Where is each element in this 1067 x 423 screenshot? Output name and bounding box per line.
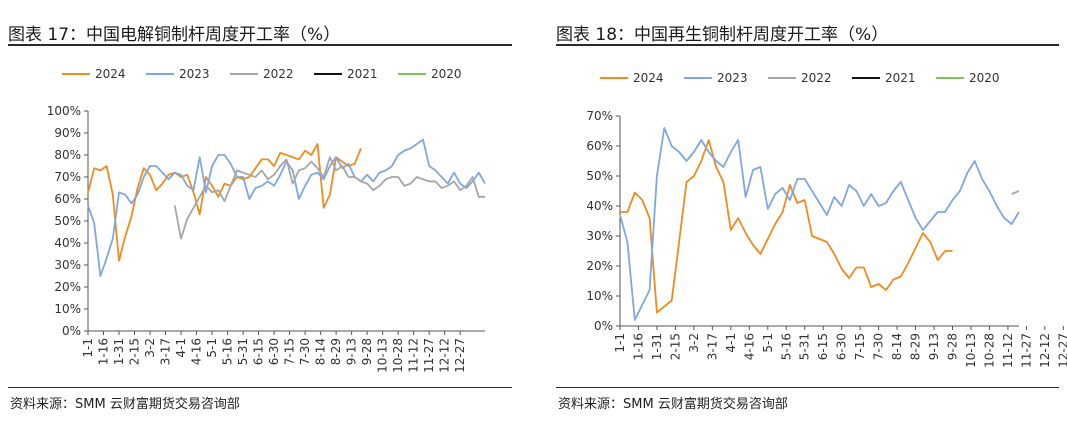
x-tick-label: 6-15 — [252, 338, 266, 365]
series-line-2023 — [619, 127, 1020, 321]
y-tick-label: 20% — [54, 280, 81, 294]
x-tick-label: 8-29 — [909, 333, 923, 360]
x-tick-label: 1-1 — [81, 338, 95, 358]
x-tick-label: 2-15 — [668, 333, 682, 360]
x-tick-label: 8-29 — [329, 338, 343, 365]
y-tick-label: 0% — [594, 319, 613, 333]
x-tick-label: 10-28 — [391, 338, 405, 373]
x-tick-label: 9-28 — [946, 333, 960, 360]
source-rule — [8, 387, 512, 388]
series-line-2022 — [173, 156, 485, 240]
series-line-2024 — [620, 139, 953, 314]
source-note: 资料来源：SMM 云财富期货交易咨询部 — [10, 397, 240, 412]
x-tick-label: 11-27 — [422, 338, 436, 373]
legend-label-2022: 2022 — [801, 71, 832, 85]
legend-label-2020: 2020 — [969, 71, 1000, 85]
legend-label-2024: 2024 — [95, 67, 126, 81]
x-tick-label: 10-13 — [376, 338, 390, 373]
y-tick-label: 30% — [586, 229, 613, 243]
legend-label-2023: 2023 — [717, 71, 748, 85]
y-tick-label: 10% — [586, 289, 613, 303]
x-tick-label: 1-31 — [112, 338, 126, 365]
x-tick-label: 4-1 — [724, 333, 738, 353]
x-tick-label: 4-1 — [174, 338, 188, 358]
x-tick-label: 12-12 — [438, 338, 452, 373]
x-tick-label: 11-12 — [1001, 333, 1015, 368]
source-note: 资料来源：SMM 云财富期货交易咨询部 — [558, 397, 788, 412]
series-line-2024 — [87, 143, 362, 262]
x-tick-label: 1-16 — [631, 333, 645, 360]
series-line-2022 — [1011, 190, 1020, 195]
x-tick-label: 5-16 — [779, 333, 793, 360]
x-tick-label: 4-16 — [742, 333, 756, 360]
y-tick-label: 60% — [54, 192, 81, 206]
line-chart-recycled-rod: 2024 2023 2022 2021 2020 0% 10% 20% 30% 40% 50% 60%… — [586, 71, 1067, 368]
x-tick-label: 12-12 — [1038, 333, 1052, 368]
legend-label-2023: 2023 — [179, 67, 210, 81]
chart-title: 图表 18：中国再生铜制杆周度开工率（%） — [556, 25, 889, 45]
x-tick-label: 12-27 — [453, 338, 467, 373]
x-tick-label: 6-15 — [816, 333, 830, 360]
x-tick-label: 6-30 — [267, 338, 281, 365]
x-tick-label: 7-30 — [872, 333, 886, 360]
x-tick-label: 10-13 — [964, 333, 978, 368]
x-tick-label: 9-13 — [345, 338, 359, 365]
x-tick-label: 8-14 — [314, 338, 328, 365]
x-tick-label: 2-15 — [128, 338, 142, 365]
legend-label-2021: 2021 — [347, 67, 378, 81]
y-tick-label: 60% — [586, 139, 613, 153]
title-rule — [556, 44, 1059, 46]
x-tick-label: 3-17 — [705, 333, 719, 360]
x-tick-label: 7-15 — [283, 338, 297, 365]
y-tick-label: 30% — [54, 258, 81, 272]
x-tick-label: 5-1 — [205, 338, 219, 358]
x-tick-label: 5-31 — [236, 338, 250, 365]
x-tick-label: 1-16 — [97, 338, 111, 365]
x-tick-label: 10-28 — [982, 333, 996, 368]
x-tick-label: 1-31 — [650, 333, 664, 360]
x-tick-label: 5-31 — [798, 333, 812, 360]
x-tick-label: 12-27 — [1056, 333, 1067, 368]
y-tick-label: 40% — [586, 199, 613, 213]
x-tick-label: 9-13 — [927, 333, 941, 360]
y-tick-label: 70% — [54, 170, 81, 184]
y-tick-label: 40% — [54, 236, 81, 250]
y-tick-label: 10% — [54, 302, 81, 316]
y-tick-label: 50% — [54, 214, 81, 228]
legend-label-2022: 2022 — [263, 67, 294, 81]
x-tick-label: 8-14 — [890, 333, 904, 360]
x-tick-label: 7-30 — [298, 338, 312, 365]
y-tick-label: 80% — [54, 148, 81, 162]
source-rule — [556, 387, 1059, 388]
y-tick-label: 20% — [586, 259, 613, 273]
x-tick-label: 11-27 — [1019, 333, 1033, 368]
x-tick-label: 1-1 — [613, 333, 627, 353]
x-tick-label: 5-1 — [761, 333, 775, 353]
y-tick-label: 0% — [62, 324, 81, 338]
x-tick-label: 5-16 — [221, 338, 235, 365]
y-tick-label: 50% — [586, 169, 613, 183]
legend-label-2024: 2024 — [633, 71, 664, 85]
line-chart-electrolytic-rod: 2024 2023 2022 2021 2020 0% 10% 20% 30% 40% 50% 60%… — [47, 67, 486, 373]
x-tick-label: 9-28 — [360, 338, 374, 365]
x-tick-label: 3-2 — [143, 338, 157, 358]
x-tick-label: 4-16 — [190, 338, 204, 365]
x-tick-label: 3-17 — [159, 338, 173, 365]
y-tick-label: 100% — [47, 104, 81, 118]
title-rule — [8, 44, 512, 46]
chart-panel-18: 图表 18：中国再生铜制杆周度开工率（%） 2024 2023 2022 2021 20… — [548, 0, 1067, 423]
x-tick-label: 7-15 — [853, 333, 867, 360]
legend-label-2021: 2021 — [885, 71, 916, 85]
chart-panel-17: 图表 17：中国电解铜制杆周度开工率（%） 2024 2023 2022 2021 20… — [0, 0, 520, 423]
x-tick-label: 3-2 — [687, 333, 701, 353]
y-tick-label: 90% — [54, 126, 81, 140]
x-tick-label: 11-12 — [407, 338, 421, 373]
legend-label-2020: 2020 — [431, 67, 462, 81]
chart-title: 图表 17：中国电解铜制杆周度开工率（%） — [8, 25, 341, 45]
y-tick-label: 70% — [586, 109, 613, 123]
x-tick-label: 6-30 — [835, 333, 849, 360]
